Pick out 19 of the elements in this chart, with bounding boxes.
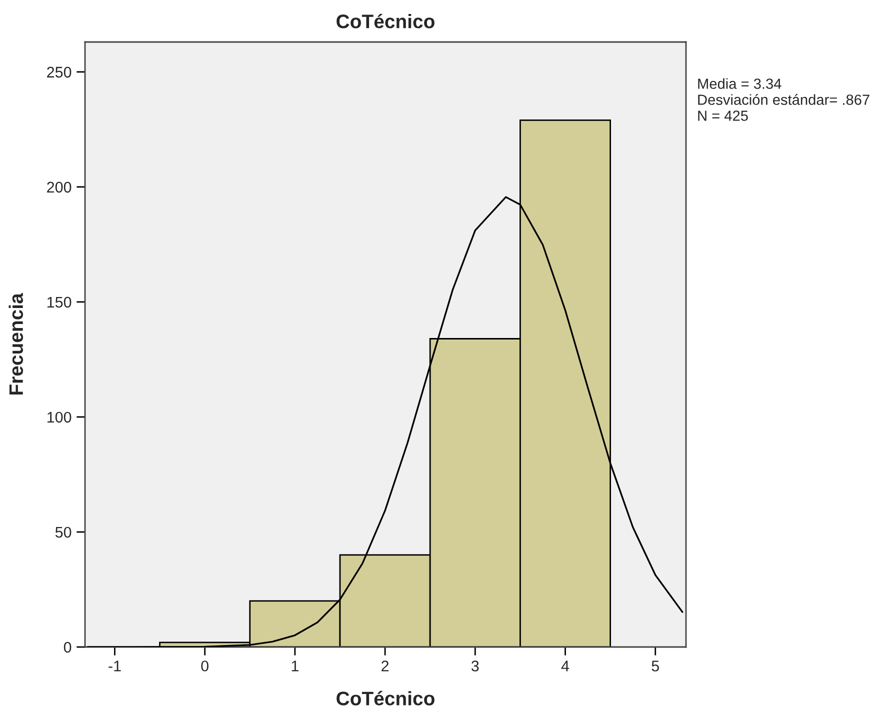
x-tick-label: 0	[201, 660, 208, 672]
y-tick-label: 200	[47, 182, 72, 193]
y-axis-title: Frecuencia	[8, 293, 24, 395]
x-axis-title: CoTécnico	[336, 690, 434, 706]
x-tick-label: 5	[652, 660, 659, 672]
x-tick-label: 2	[382, 660, 389, 672]
chart-title: CoTécnico	[336, 14, 434, 28]
x-tick-label: 4	[561, 660, 570, 672]
x-tick-label: 3	[471, 660, 479, 672]
y-tick-label: 250	[47, 66, 72, 78]
x-tick-label: 1	[292, 660, 298, 672]
x-tick-label: -1	[108, 660, 121, 672]
y-tick-label: 150	[47, 296, 72, 308]
y-tick-label: 100	[47, 412, 72, 423]
y-tick-label: 50	[55, 526, 72, 538]
text: N = 425	[698, 110, 748, 121]
text: Desviación estándar= .867	[698, 94, 870, 105]
y-tick-label: 0	[64, 642, 72, 653]
text: Media = 3.34	[698, 78, 782, 89]
